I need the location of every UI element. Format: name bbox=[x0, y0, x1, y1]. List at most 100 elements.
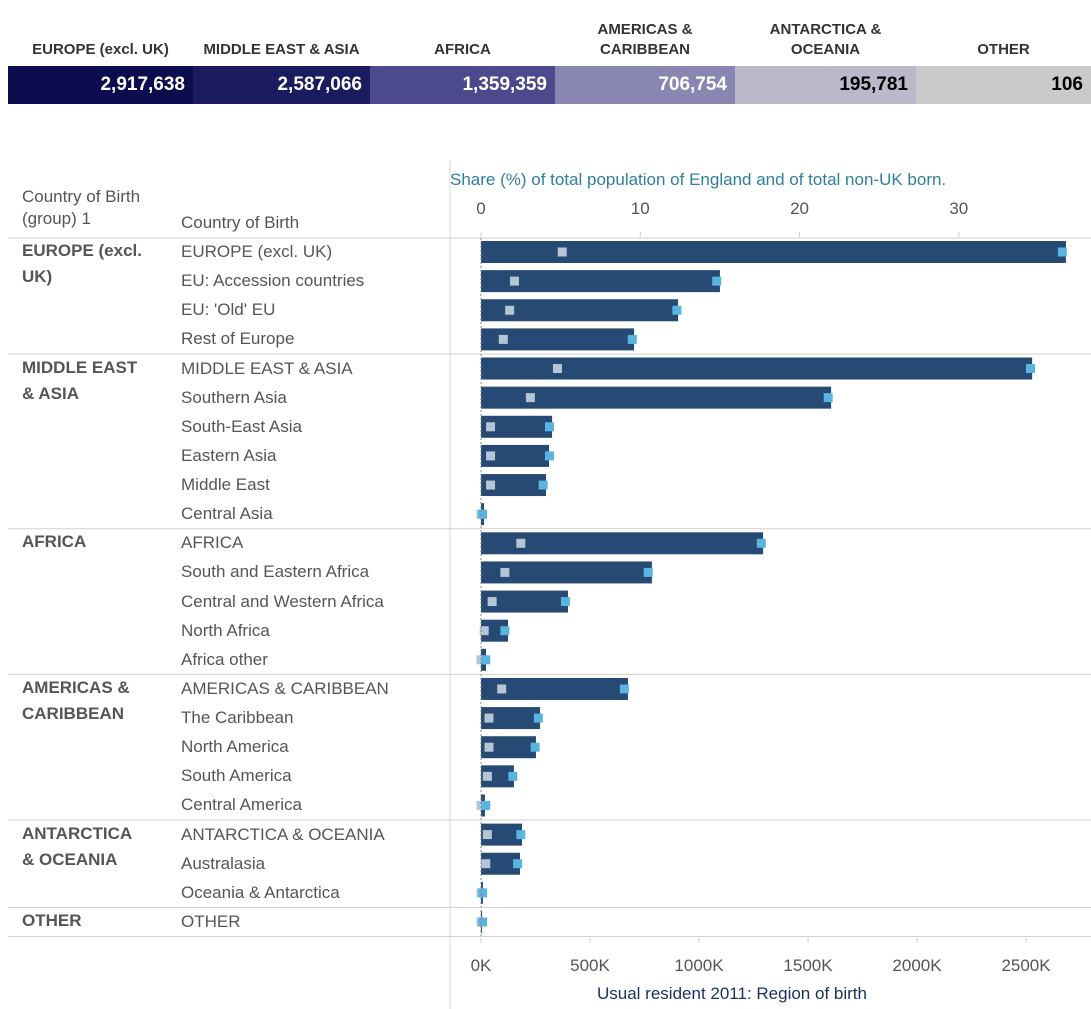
marker-share-nonuk bbox=[672, 305, 682, 315]
marker-share-nonuk bbox=[538, 480, 548, 490]
group-label: AFRICA bbox=[22, 532, 87, 552]
x-tick-label: 1000K bbox=[674, 956, 724, 975]
category-label: South and Eastern Africa bbox=[181, 562, 370, 582]
marker-share-nonuk bbox=[516, 830, 526, 840]
category-label: EUROPE (excl. UK) bbox=[181, 242, 333, 261]
group-label: OTHER bbox=[22, 910, 82, 930]
marker-share-nonuk bbox=[756, 538, 766, 548]
summary-value: 2,587,066 bbox=[193, 66, 370, 104]
category-label: The Caribbean bbox=[181, 708, 294, 728]
marker-share-nonuk bbox=[619, 684, 629, 694]
x-tick-label: 500K bbox=[570, 956, 610, 975]
bar bbox=[481, 357, 1033, 380]
marker-share-nonuk bbox=[544, 422, 554, 432]
category-label: Rest of Europe bbox=[181, 329, 295, 349]
bar bbox=[481, 707, 541, 730]
category-label: North Africa bbox=[181, 620, 270, 640]
group-label: MIDDLE EAST & ASIA bbox=[22, 357, 138, 403]
marker-share-total bbox=[498, 334, 508, 344]
marker-share-total bbox=[476, 800, 486, 810]
x-tick-label: 2500K bbox=[1001, 956, 1051, 975]
marker-share-total bbox=[481, 859, 491, 869]
marker-share-nonuk bbox=[544, 451, 554, 461]
marker-share-total bbox=[479, 626, 489, 636]
category-label: North America bbox=[181, 737, 289, 757]
marker-share-total bbox=[509, 276, 519, 286]
bar bbox=[481, 328, 635, 351]
marker-share-nonuk bbox=[712, 276, 722, 286]
category-label: South America bbox=[181, 766, 292, 786]
category-label: Central Asia bbox=[181, 504, 273, 524]
category-label: Middle East bbox=[181, 475, 270, 495]
summary-label: MIDDLE EAST & ASIA bbox=[203, 41, 360, 58]
bar bbox=[481, 852, 521, 875]
marker-share-total bbox=[482, 830, 492, 840]
summary-value: 2,917,638 bbox=[8, 66, 193, 104]
x2-axis-title: Share (%) of total population of England… bbox=[450, 170, 947, 189]
category-label: MIDDLE EAST & ASIA bbox=[181, 358, 353, 378]
group-label: ANTARCTICA & OCEANIA bbox=[22, 823, 132, 869]
category-label: AMERICAS & CARIBBEAN bbox=[181, 678, 389, 698]
marker-share-nonuk bbox=[560, 597, 570, 607]
marker-share-nonuk bbox=[478, 888, 488, 898]
category-label: Central and Western Africa bbox=[181, 591, 384, 611]
x-tick-label: 1500K bbox=[783, 956, 833, 975]
x2-tick-label: 30 bbox=[949, 199, 969, 218]
marker-share-total bbox=[482, 771, 492, 781]
marker-share-nonuk bbox=[481, 655, 491, 665]
marker-share-total bbox=[484, 713, 494, 723]
marker-share-nonuk bbox=[1057, 247, 1067, 257]
summary-label: AMERICAS & CARIBBEAN bbox=[597, 21, 693, 58]
summary-value: 706,754 bbox=[555, 66, 735, 104]
marker-share-total bbox=[487, 597, 497, 607]
summary-value: 1,359,359 bbox=[370, 66, 555, 104]
marker-share-total bbox=[516, 538, 526, 548]
marker-share-total bbox=[486, 451, 496, 461]
bar bbox=[481, 619, 509, 642]
marker-share-nonuk bbox=[500, 626, 510, 636]
x2-tick-label: 20 bbox=[790, 199, 809, 218]
marker-share-nonuk bbox=[481, 800, 491, 810]
category-label: ANTARCTICA & OCEANIA bbox=[181, 824, 385, 844]
marker-share-nonuk bbox=[513, 859, 523, 869]
bar bbox=[481, 474, 546, 497]
marker-share-total bbox=[557, 247, 567, 257]
x-tick-label: 0K bbox=[470, 956, 492, 975]
marker-share-nonuk bbox=[478, 509, 488, 519]
marker-share-total bbox=[497, 684, 507, 694]
marker-share-total bbox=[525, 393, 535, 403]
bar bbox=[481, 677, 628, 700]
category-header: Country of Birth bbox=[181, 213, 300, 232]
bar bbox=[481, 444, 550, 467]
summary-label: AFRICA bbox=[434, 41, 491, 58]
bar bbox=[481, 736, 536, 759]
bar bbox=[481, 765, 514, 788]
marker-share-nonuk bbox=[627, 334, 637, 344]
marker-share-nonuk bbox=[508, 771, 518, 781]
bar bbox=[481, 415, 553, 438]
bar bbox=[481, 270, 720, 293]
x-tick-label: 2000K bbox=[892, 956, 942, 975]
summary-value: 195,781 bbox=[735, 66, 916, 104]
category-label: AFRICA bbox=[181, 533, 244, 553]
bar bbox=[481, 299, 679, 322]
bar bbox=[481, 823, 522, 846]
marker-share-nonuk bbox=[1025, 364, 1035, 374]
category-label: EU: 'Old' EU bbox=[181, 300, 276, 320]
bar bbox=[481, 561, 652, 584]
category-label: Eastern Asia bbox=[181, 445, 277, 465]
marker-share-nonuk bbox=[823, 393, 833, 403]
group-header: Country of Birth (group) 1 bbox=[22, 187, 141, 228]
bar bbox=[481, 590, 568, 613]
summary-label: EUROPE (excl. UK) bbox=[32, 41, 169, 58]
marker-share-total bbox=[505, 305, 515, 315]
marker-share-total bbox=[500, 567, 510, 577]
category-label: EU: Accession countries bbox=[181, 271, 365, 291]
group-label: AMERICAS & CARIBBEAN bbox=[22, 677, 130, 723]
marker-share-nonuk bbox=[478, 917, 488, 927]
category-label: Southern Asia bbox=[181, 387, 287, 407]
marker-share-nonuk bbox=[533, 713, 543, 723]
x-axis-title: Usual resident 2011: Region of birth bbox=[597, 984, 867, 1003]
marker-share-total bbox=[486, 422, 496, 432]
